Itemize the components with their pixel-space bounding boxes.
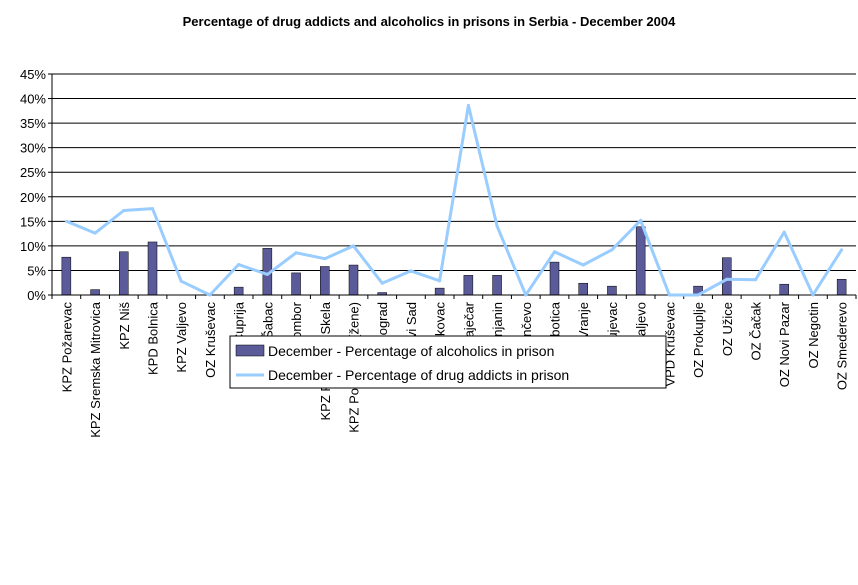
x-category-label: KPZ Valjevo bbox=[174, 302, 189, 373]
bar bbox=[779, 283, 789, 296]
legend-swatch-alcoholics bbox=[235, 344, 265, 357]
bar bbox=[119, 251, 129, 296]
line-point bbox=[495, 224, 499, 228]
x-category-label: OZ Čačak bbox=[749, 302, 764, 361]
x-category-label: OZ Prokuplje bbox=[691, 302, 706, 378]
x-category-label: KPD Bolnica bbox=[146, 301, 161, 375]
legend: December - Percentage of alcoholics in p… bbox=[229, 335, 667, 389]
x-category-label: OZ Negotin bbox=[806, 302, 821, 368]
bar bbox=[635, 226, 646, 296]
line-point bbox=[438, 279, 442, 283]
line-point bbox=[294, 251, 298, 255]
x-category-label: KPZ Niš bbox=[117, 302, 132, 350]
gridlines bbox=[52, 73, 856, 271]
bar bbox=[607, 285, 617, 296]
drug-addicts-line bbox=[64, 103, 844, 297]
line-point bbox=[610, 248, 614, 252]
y-tick-label: 45% bbox=[20, 67, 46, 82]
line-point bbox=[409, 269, 413, 273]
line-point bbox=[208, 293, 212, 297]
line-point bbox=[64, 219, 68, 223]
axes bbox=[48, 73, 857, 299]
alcoholics-bars bbox=[61, 226, 847, 296]
y-tick-label: 10% bbox=[20, 239, 46, 254]
line-point bbox=[265, 272, 269, 276]
y-tick-label: 25% bbox=[20, 165, 46, 180]
y-tick-label: 35% bbox=[20, 116, 46, 131]
line-point bbox=[466, 103, 470, 107]
y-tick-label: 15% bbox=[20, 214, 46, 229]
bar bbox=[90, 289, 100, 296]
line-point bbox=[179, 279, 183, 283]
bar bbox=[291, 272, 301, 296]
x-category-label: OZ Kruševac bbox=[203, 302, 218, 378]
x-category-label: OZ Novi Pazar bbox=[777, 301, 792, 387]
bar bbox=[434, 287, 445, 296]
line-point bbox=[122, 209, 126, 213]
bar bbox=[61, 256, 72, 296]
y-tick-label: 0% bbox=[27, 288, 46, 303]
x-category-label: OZ Smederevo bbox=[835, 302, 850, 390]
bar bbox=[492, 275, 502, 296]
bar bbox=[233, 286, 244, 296]
line-point bbox=[667, 293, 671, 297]
chart-title: Percentage of drug addicts and alcoholic… bbox=[183, 14, 676, 29]
x-category-label: KPZ Sremska Mitrovica bbox=[88, 301, 103, 438]
bar bbox=[578, 282, 588, 296]
line-point bbox=[93, 231, 97, 235]
y-axis-ticks: 0% 5% 10% 15% 20% 25% 30% 35% 40% 45% bbox=[20, 67, 46, 303]
bar bbox=[348, 264, 359, 296]
line-point bbox=[151, 207, 154, 211]
line-point bbox=[782, 230, 786, 234]
line-point bbox=[524, 293, 528, 297]
line-point bbox=[754, 278, 757, 282]
y-tick-label: 30% bbox=[20, 141, 46, 156]
line-point bbox=[811, 293, 815, 297]
line-point bbox=[553, 250, 556, 254]
line-point bbox=[581, 263, 585, 267]
line-point bbox=[323, 257, 327, 261]
line-point bbox=[840, 248, 844, 252]
x-category-label: KPZ Požarevac bbox=[59, 302, 74, 393]
bar bbox=[836, 279, 847, 296]
line-point bbox=[725, 277, 729, 281]
legend-box bbox=[229, 335, 667, 389]
x-category-label: OZ Užice bbox=[720, 302, 735, 356]
bar bbox=[549, 261, 560, 296]
y-tick-label: 40% bbox=[20, 92, 46, 107]
line-point bbox=[696, 293, 700, 297]
bar bbox=[147, 241, 158, 296]
y-tick-label: 20% bbox=[20, 190, 46, 205]
line-series-drug-addicts bbox=[65, 103, 843, 297]
line-point bbox=[639, 218, 643, 222]
line-point bbox=[380, 281, 384, 285]
line-point bbox=[352, 244, 355, 248]
legend-label-alcoholics: December - Percentage of alcoholics in p… bbox=[268, 343, 554, 359]
line-point bbox=[237, 263, 241, 267]
bar bbox=[463, 275, 474, 296]
bar bbox=[722, 257, 732, 296]
bar bbox=[320, 266, 330, 296]
y-tick-label: 5% bbox=[27, 263, 46, 278]
legend-label-drug-addicts: December - Percentage of drug addicts in… bbox=[268, 367, 569, 383]
